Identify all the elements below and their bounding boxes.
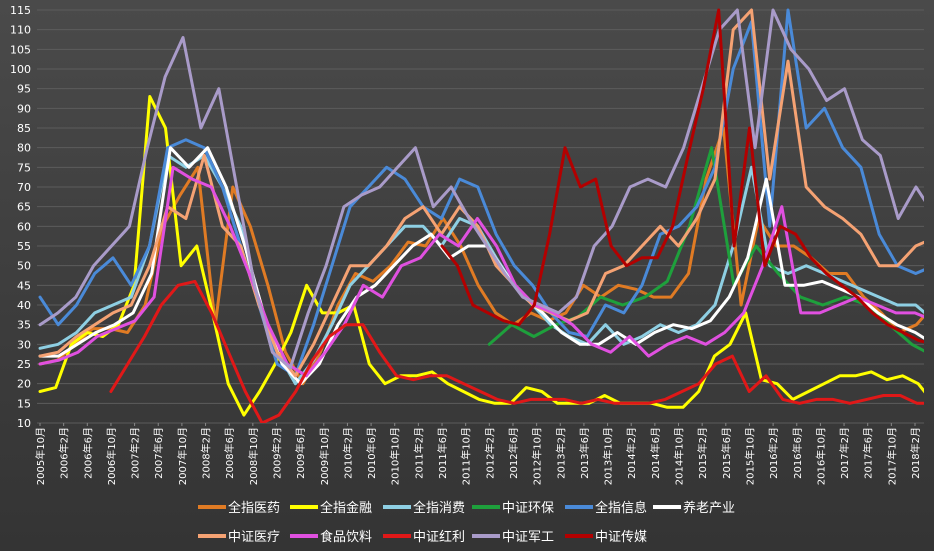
series-lines [38,8,924,423]
legend-label: 食品饮料 [320,529,372,545]
x-tick-label: 2016年6月 [791,427,804,479]
x-tick-label: 2014年10月 [673,427,686,485]
x-tick-label: 2010年6月 [365,427,378,479]
x-tick-label: 2009年2月 [270,427,283,479]
x-tick-label: 2011年2月 [412,427,425,479]
y-tick-label: 105 [10,43,31,56]
series-line [38,126,924,386]
y-tick-label: 50 [17,260,31,273]
legend-label: 全指信息 [595,500,647,516]
legend-label: 中证环保 [502,501,554,516]
y-tick-label: 15 [17,397,31,410]
x-tick-label: 2017年10月 [885,427,898,485]
x-tick-label: 2015年2月 [696,427,709,479]
x-tick-label: 2016年10月 [814,427,827,485]
y-tick-label: 35 [17,319,31,332]
x-tick-label: 2018年2月 [909,427,922,479]
y-axis: 10 15 20 25 30 35 40 45 50 55 60 65 70 75 80 85 90 95 100 1… [10,4,31,430]
legend-label: 中证红利 [413,529,465,545]
x-tick-label: 2006年2月 [58,427,71,479]
legend-label: 全指医药 [228,500,280,516]
y-tick-label: 60 [17,220,31,233]
legend-label: 中证传媒 [595,530,647,545]
series-line [38,165,924,378]
y-tick-label: 115 [10,4,31,17]
x-tick-label: 2015年6月 [720,427,733,479]
x-tick-label: 2005年10月 [34,427,47,485]
x-tick-label: 2007年6月 [152,427,165,479]
x-tick-label: 2009年6月 [294,427,307,479]
series-line [487,146,924,353]
x-tick-label: 2012年6月 [507,427,520,479]
x-tick-label: 2010年10月 [389,427,402,485]
series-line [38,154,924,386]
x-tick-label: 2008年6月 [223,427,236,479]
y-tick-label: 65 [17,201,31,214]
x-tick-label: 2008年2月 [200,427,213,479]
series-line [440,8,924,344]
y-tick-label: 100 [10,63,31,76]
x-tick-label: 2011年10月 [460,427,473,485]
series-line [109,279,924,423]
legend-label: 养老产业 [683,500,735,516]
series-line [38,8,924,370]
y-tick-label: 95 [17,83,31,96]
x-tick-label: 2017年2月 [838,427,851,479]
y-tick-label: 45 [17,279,31,292]
y-tick-label: 70 [17,181,31,194]
x-tick-label: 2013年2月 [554,427,567,479]
x-tick-label: 2015年10月 [743,427,756,485]
x-tick-label: 2017年6月 [862,427,875,479]
y-tick-label: 25 [17,358,31,371]
y-tick-label: 90 [17,102,31,115]
y-tick-label: 20 [17,378,31,391]
x-tick-label: 2006年6月 [81,427,94,479]
y-tick-label: 110 [10,24,31,37]
x-tick-label: 2009年10月 [318,427,331,485]
y-tick-label: 75 [17,161,31,174]
x-tick-label: 2014年2月 [625,427,638,479]
y-tick-label: 10 [17,417,31,430]
y-tick-label: 40 [17,299,31,312]
x-tick-label: 2013年6月 [578,427,591,479]
x-axis: 2005年10月 2006年2月 2006年6月 2006年10月 2007年2月 200… [34,423,922,485]
y-tick-label: 30 [17,338,31,351]
x-tick-label: 2016年2月 [767,427,780,479]
y-tick-label: 80 [17,142,31,155]
x-tick-label: 2012年10月 [531,427,544,485]
x-tick-label: 2014年6月 [649,427,662,479]
legend-label: 中证医疗 [228,530,280,545]
x-tick-label: 2011年6月 [436,427,449,479]
x-tick-label: 2008年10月 [247,427,260,485]
series-line [38,8,924,378]
x-tick-label: 2012年2月 [483,427,496,479]
x-tick-label: 2006年10月 [105,427,118,485]
x-tick-label: 2007年10月 [176,427,189,485]
y-tick-label: 55 [17,240,31,253]
series-line [38,95,924,417]
x-tick-label: 2010年2月 [341,427,354,479]
x-tick-label: 2007年2月 [129,427,142,479]
x-tick-label: 2013年10月 [602,427,615,485]
legend-label: 全指消费 [413,500,465,516]
y-tick-label: 85 [17,122,31,135]
legend-label: 全指金融 [320,500,372,516]
legend-label: 中证军工 [502,530,554,545]
